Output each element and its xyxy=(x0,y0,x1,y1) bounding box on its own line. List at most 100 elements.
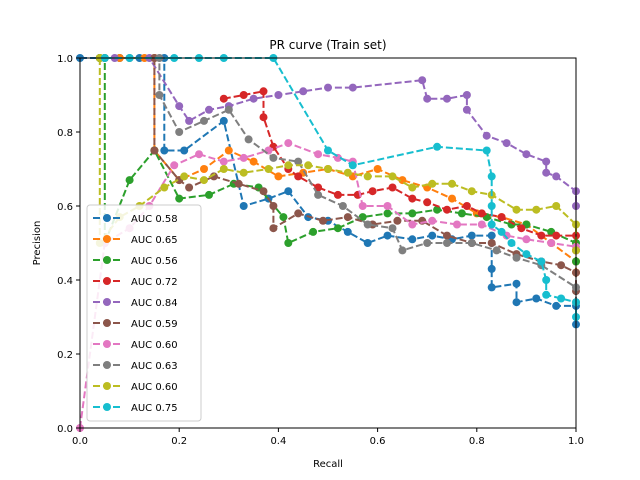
data-point xyxy=(363,172,372,181)
data-point xyxy=(393,216,402,225)
data-point xyxy=(517,224,526,233)
x-axis-ticks: 0.0 0.2 0.4 0.6 0.8 1.0 xyxy=(72,428,584,447)
legend-marker xyxy=(103,403,111,411)
data-point xyxy=(219,157,228,166)
data-point xyxy=(477,209,486,218)
data-point xyxy=(487,202,496,210)
data-point xyxy=(552,301,561,310)
data-point xyxy=(358,202,367,210)
data-point xyxy=(170,161,179,170)
data-point xyxy=(200,116,208,125)
data-point xyxy=(477,220,486,229)
data-point xyxy=(373,165,382,173)
chart-title: PR curve (Train set) xyxy=(269,38,386,52)
data-point xyxy=(512,205,521,214)
data-point xyxy=(274,91,283,99)
data-point xyxy=(388,172,397,181)
data-point xyxy=(462,105,471,114)
data-point xyxy=(388,224,397,233)
data-point xyxy=(125,176,134,185)
plot-area-frame xyxy=(79,57,577,429)
legend-label: AUC 0.84 xyxy=(131,298,178,309)
legend-label: AUC 0.72 xyxy=(131,277,178,288)
data-point xyxy=(408,220,417,229)
data-point xyxy=(205,190,213,199)
data-point xyxy=(155,91,164,99)
data-point xyxy=(319,216,327,225)
series-8 xyxy=(100,54,580,307)
series-line xyxy=(80,57,577,325)
data-point xyxy=(284,187,293,196)
data-point xyxy=(175,102,184,111)
legend-marker xyxy=(103,382,111,390)
data-point xyxy=(205,105,213,114)
data-point xyxy=(314,190,323,199)
data-point xyxy=(433,205,442,214)
data-point xyxy=(547,239,556,247)
data-point xyxy=(244,135,253,144)
data-point xyxy=(348,161,357,170)
data-point xyxy=(497,213,506,222)
data-point xyxy=(175,128,184,136)
data-point xyxy=(338,202,347,210)
data-point xyxy=(343,213,352,222)
data-point xyxy=(363,239,372,247)
data-point xyxy=(443,205,451,214)
legend-entry: AUC 0.75 xyxy=(93,403,178,414)
data-point xyxy=(180,172,189,181)
data-point xyxy=(284,239,293,247)
legend-entry: AUC 0.84 xyxy=(93,298,178,309)
data-point xyxy=(294,157,303,166)
data-point xyxy=(314,183,323,192)
data-point xyxy=(443,239,451,247)
data-point xyxy=(239,202,248,210)
data-point xyxy=(542,168,551,177)
legend-entry: AUC 0.58 xyxy=(93,214,178,225)
data-point xyxy=(418,76,427,85)
data-point xyxy=(487,264,496,273)
data-point xyxy=(487,220,496,229)
data-point xyxy=(324,165,332,173)
data-point xyxy=(269,153,278,162)
data-point xyxy=(259,113,268,122)
data-point xyxy=(467,239,476,247)
legend-marker xyxy=(103,235,111,243)
data-point xyxy=(423,94,432,103)
legend-marker xyxy=(103,361,111,369)
y-axis-label: Precision xyxy=(32,221,43,266)
y-axis-ticks: 0.0 0.2 0.4 0.6 0.8 1.0 xyxy=(57,54,80,435)
x-tick-label: 0.0 xyxy=(72,436,88,447)
legend-entry: AUC 0.72 xyxy=(93,277,178,288)
data-point xyxy=(239,168,248,177)
data-point xyxy=(388,183,397,192)
data-point xyxy=(224,105,233,114)
data-point xyxy=(314,150,323,159)
y-tick-label: 0.2 xyxy=(57,350,73,361)
data-point xyxy=(249,94,258,103)
data-point xyxy=(462,91,471,99)
data-point xyxy=(487,283,496,292)
data-point xyxy=(512,279,521,288)
data-point xyxy=(552,202,561,210)
y-tick-label: 1.0 xyxy=(57,54,73,65)
data-point xyxy=(348,83,357,92)
data-point xyxy=(467,231,476,240)
data-point xyxy=(383,202,392,210)
data-point xyxy=(224,146,233,155)
legend-label: AUC 0.56 xyxy=(131,256,178,267)
data-point xyxy=(542,276,551,284)
data-point xyxy=(433,142,442,151)
legend-label: AUC 0.65 xyxy=(131,235,178,246)
data-point xyxy=(542,157,551,166)
data-point xyxy=(462,202,471,210)
y-tick-label: 0.6 xyxy=(57,202,73,213)
data-point xyxy=(423,239,432,247)
data-point xyxy=(552,231,561,240)
data-point xyxy=(279,213,288,222)
data-point xyxy=(502,139,511,148)
data-point xyxy=(428,179,437,188)
data-point xyxy=(284,139,293,148)
data-point xyxy=(383,209,392,218)
data-point xyxy=(269,202,278,210)
data-point xyxy=(398,246,407,255)
